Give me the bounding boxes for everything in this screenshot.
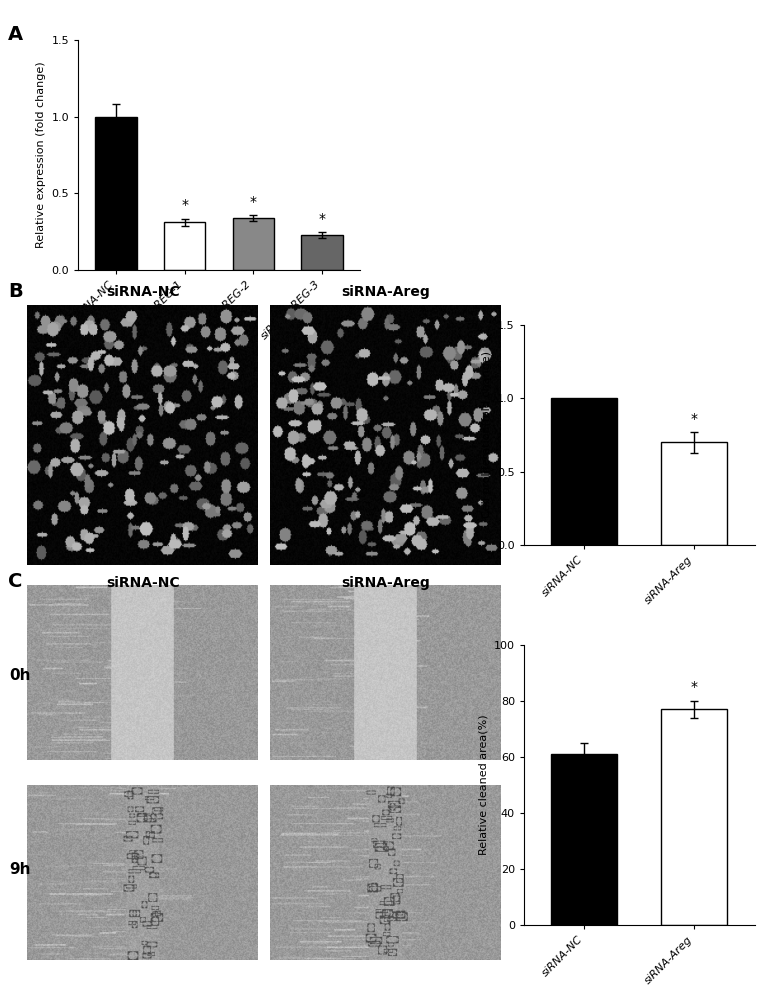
Text: 9h: 9h — [9, 862, 30, 878]
Text: *: * — [181, 198, 188, 213]
Text: *: * — [318, 212, 325, 226]
Y-axis label: Cell proliferation(fold change): Cell proliferation(fold change) — [482, 352, 492, 518]
Text: *: * — [249, 195, 256, 209]
Text: A: A — [8, 25, 23, 44]
Bar — [662, 709, 727, 925]
Text: 0h: 0h — [9, 668, 30, 682]
Text: siRNA-Areg: siRNA-Areg — [341, 576, 430, 590]
Y-axis label: Relative cleaned area(%): Relative cleaned area(%) — [479, 715, 488, 855]
Text: C: C — [8, 572, 22, 591]
Bar — [233, 218, 274, 270]
Text: *: * — [691, 680, 698, 694]
Bar — [662, 442, 727, 545]
Text: siRNA-NC: siRNA-NC — [106, 576, 180, 590]
Text: siRNA-Areg: siRNA-Areg — [341, 285, 430, 299]
Y-axis label: Relative expression (fold change): Relative expression (fold change) — [36, 62, 46, 248]
Bar — [551, 398, 617, 545]
Bar — [301, 235, 343, 270]
Text: siRNA-NC: siRNA-NC — [106, 285, 180, 299]
Bar — [164, 222, 205, 270]
Text: *: * — [691, 412, 698, 426]
Text: B: B — [8, 282, 23, 301]
Bar — [551, 754, 617, 925]
Bar — [95, 117, 137, 270]
